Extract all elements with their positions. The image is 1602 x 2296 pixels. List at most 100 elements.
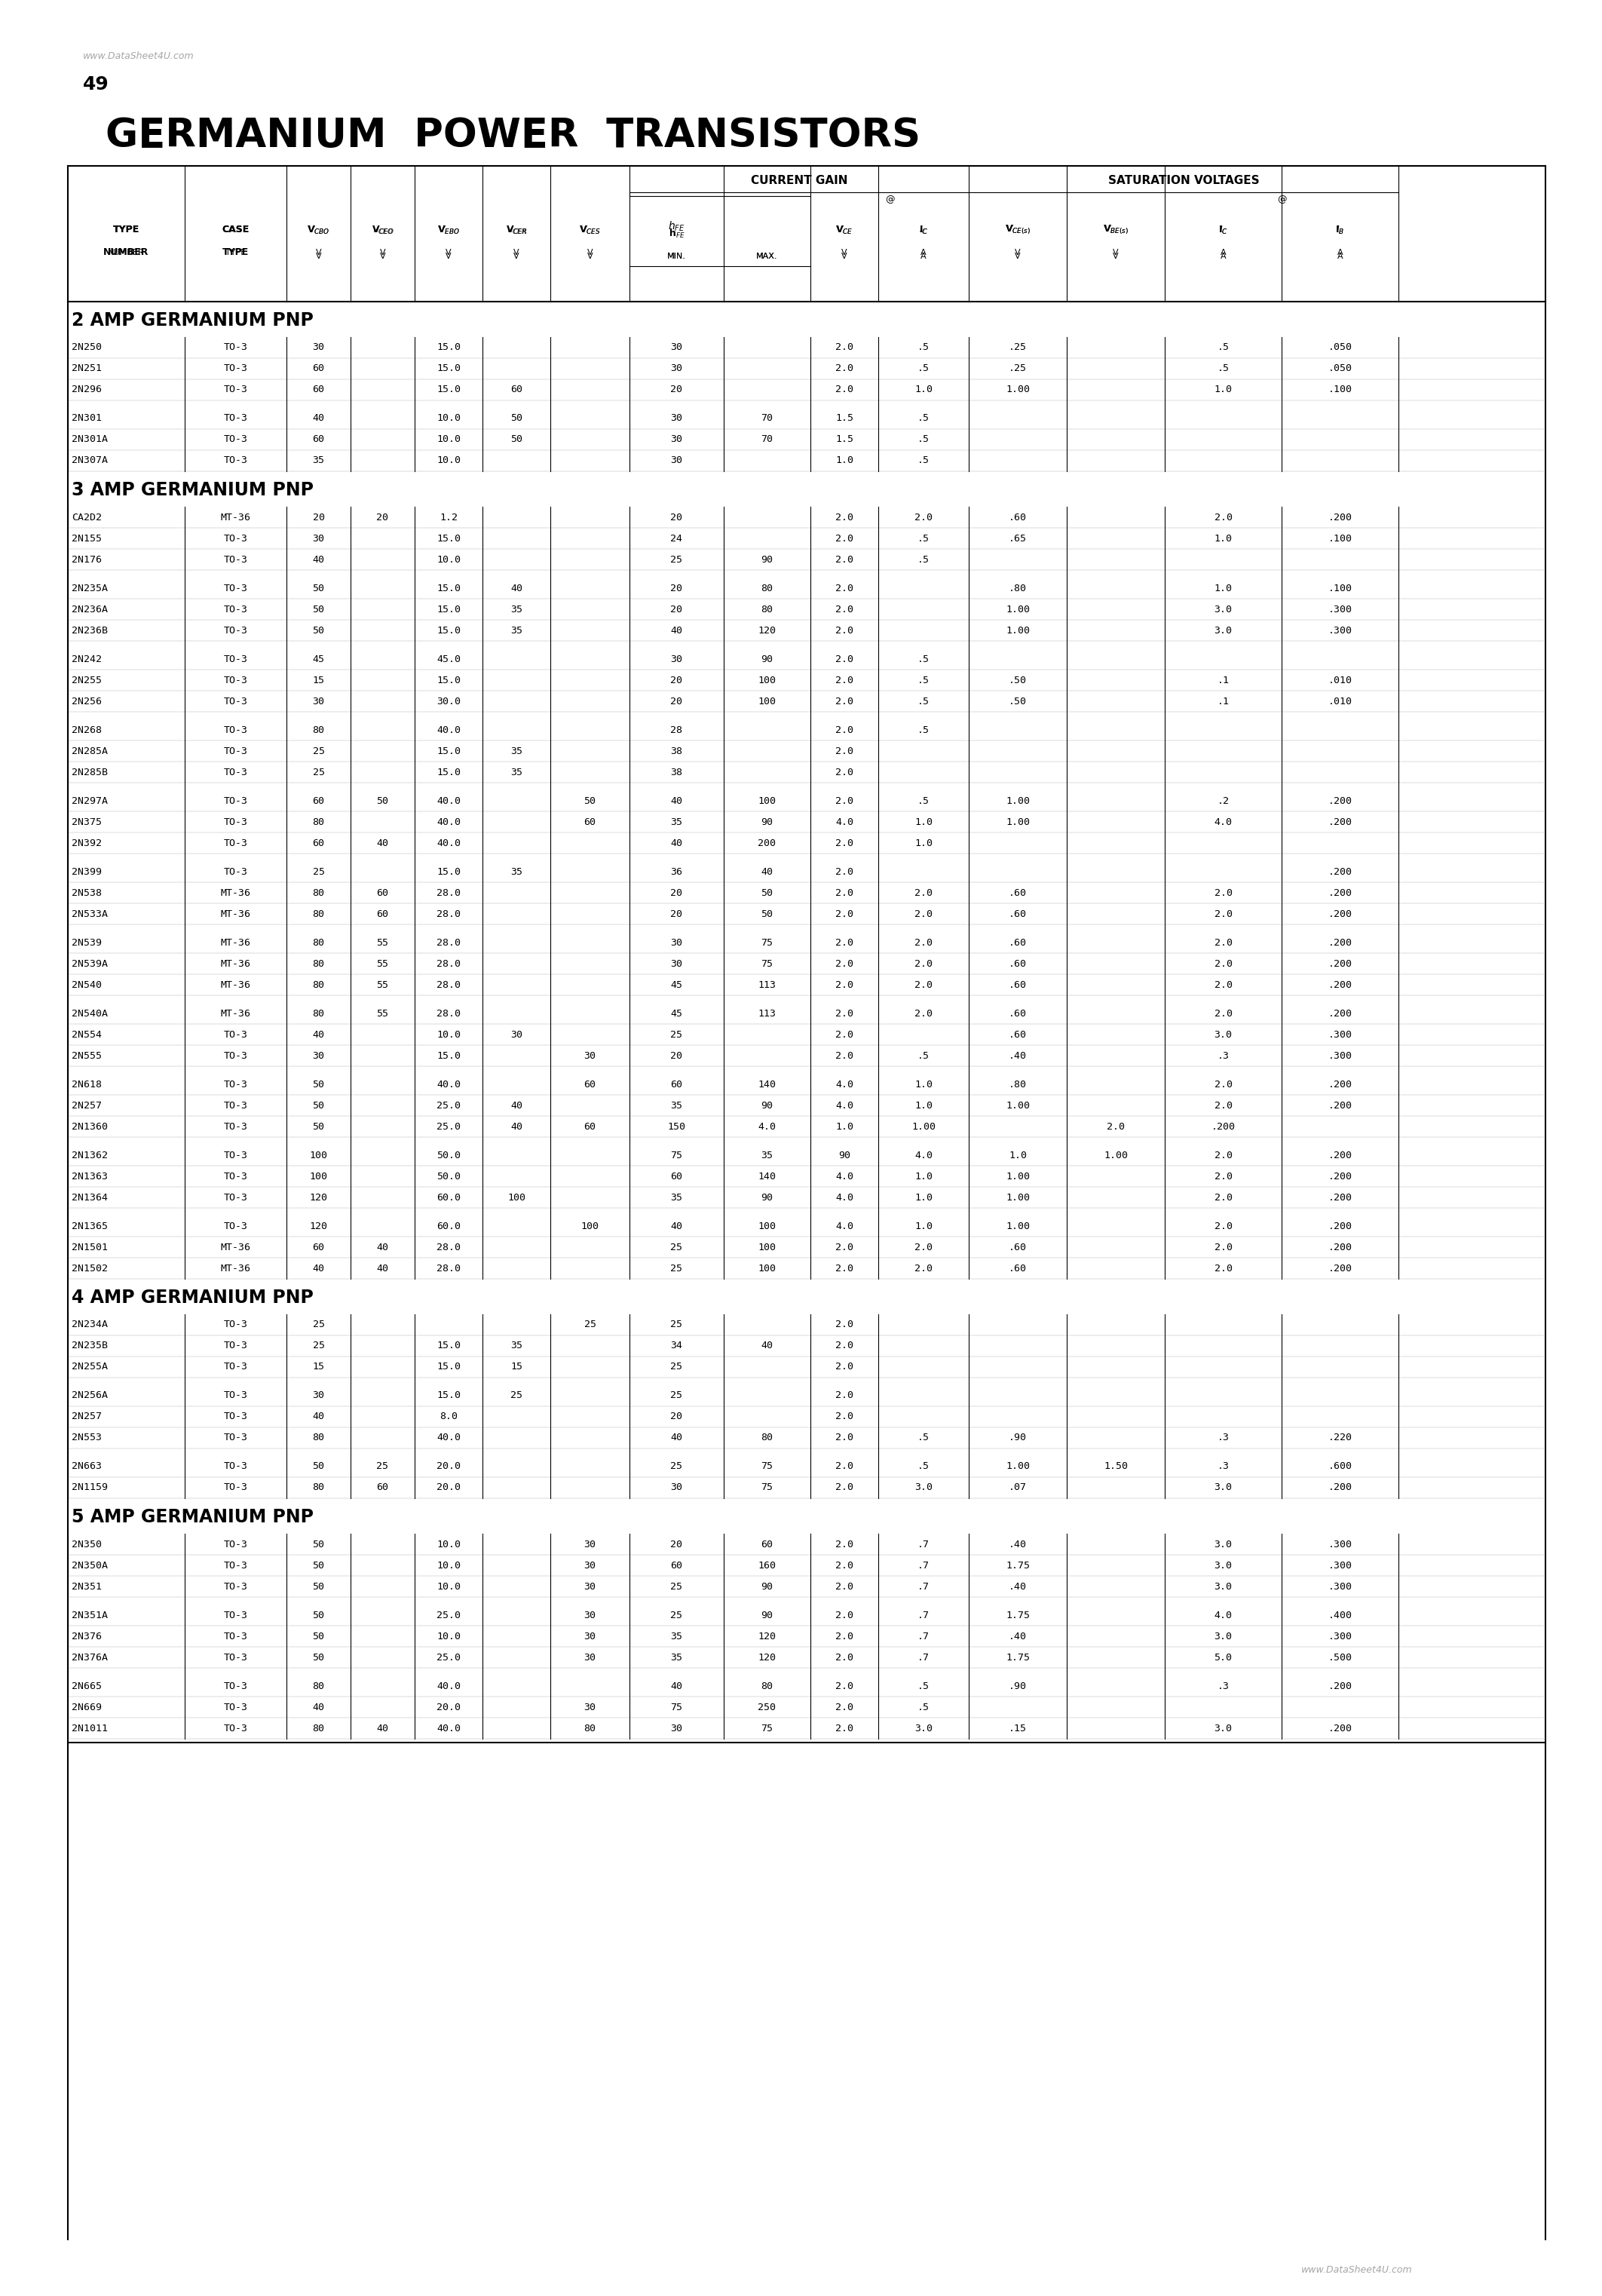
Text: 113: 113 — [758, 1008, 775, 1019]
Text: $V_{EBO}$: $V_{EBO}$ — [437, 225, 460, 236]
Text: 60: 60 — [312, 434, 325, 445]
Text: 2.0: 2.0 — [835, 654, 854, 664]
Text: 2.0: 2.0 — [835, 838, 854, 847]
Text: .60: .60 — [1009, 909, 1027, 918]
Text: 15.0: 15.0 — [436, 625, 461, 636]
Text: .200: .200 — [1328, 1221, 1352, 1231]
Text: 15.0: 15.0 — [436, 868, 461, 877]
Text: 1.75: 1.75 — [1006, 1653, 1030, 1662]
Text: .50: .50 — [1009, 696, 1027, 707]
Text: 2.0: 2.0 — [1214, 889, 1232, 898]
Text: 2.0: 2.0 — [835, 1483, 854, 1492]
Text: TO-3: TO-3 — [224, 696, 248, 707]
Text: 2.0: 2.0 — [835, 868, 854, 877]
Text: 2N399: 2N399 — [72, 868, 103, 877]
Text: .200: .200 — [1328, 960, 1352, 969]
Text: 1.00: 1.00 — [1006, 625, 1030, 636]
Text: 40: 40 — [312, 413, 325, 422]
Text: V: V — [841, 253, 847, 259]
Text: 113: 113 — [758, 980, 775, 990]
Text: 2.0: 2.0 — [835, 767, 854, 776]
Text: 200: 200 — [758, 838, 775, 847]
Text: 15.0: 15.0 — [436, 386, 461, 395]
Text: V: V — [514, 248, 519, 257]
Text: 2.0: 2.0 — [835, 363, 854, 374]
Text: 2N235B: 2N235B — [72, 1341, 107, 1350]
Text: .300: .300 — [1328, 1029, 1352, 1040]
Text: 25.0: 25.0 — [436, 1609, 461, 1621]
Text: 1.75: 1.75 — [1006, 1609, 1030, 1621]
Text: 120: 120 — [758, 1653, 775, 1662]
Text: 80: 80 — [761, 1433, 774, 1442]
Text: 60: 60 — [312, 838, 325, 847]
Text: 35: 35 — [511, 625, 522, 636]
Text: 4.0: 4.0 — [1214, 817, 1232, 827]
Text: 2N285A: 2N285A — [72, 746, 107, 755]
Text: .5: .5 — [918, 726, 929, 735]
Text: 2N155: 2N155 — [72, 533, 103, 544]
Text: 2.0: 2.0 — [835, 583, 854, 592]
Text: 50: 50 — [312, 1100, 325, 1111]
Text: .60: .60 — [1009, 937, 1027, 948]
Text: .5: .5 — [918, 1681, 929, 1690]
Text: .200: .200 — [1328, 1192, 1352, 1203]
Text: 35: 35 — [511, 767, 522, 776]
Text: 15.0: 15.0 — [436, 1052, 461, 1061]
Text: .7: .7 — [918, 1653, 929, 1662]
Text: 2N256A: 2N256A — [72, 1391, 107, 1401]
Text: 60: 60 — [312, 1242, 325, 1251]
Text: TO-3: TO-3 — [224, 413, 248, 422]
Text: TO-3: TO-3 — [224, 1538, 248, 1550]
Text: 160: 160 — [758, 1561, 775, 1570]
Text: 49: 49 — [83, 76, 109, 94]
Text: 50: 50 — [312, 1463, 325, 1472]
Text: 2N285B: 2N285B — [72, 767, 107, 776]
Text: 30: 30 — [671, 654, 682, 664]
Text: 2.0: 2.0 — [1214, 1150, 1232, 1159]
Text: .5: .5 — [918, 1052, 929, 1061]
Text: 100: 100 — [758, 1263, 775, 1274]
Text: 120: 120 — [758, 625, 775, 636]
Text: $V_{CE}$: $V_{CE}$ — [836, 225, 852, 236]
Text: $V_{CE(s)}$: $V_{CE(s)}$ — [1006, 223, 1030, 236]
Text: 20: 20 — [671, 1052, 682, 1061]
Text: 25: 25 — [671, 1263, 682, 1274]
Text: .200: .200 — [1328, 1100, 1352, 1111]
Text: 1.00: 1.00 — [1006, 1100, 1030, 1111]
Text: 40: 40 — [671, 1681, 682, 1690]
Text: 60: 60 — [583, 1123, 596, 1132]
Text: TO-3: TO-3 — [224, 1100, 248, 1111]
Text: .3: .3 — [1218, 1433, 1229, 1442]
Text: 2N296: 2N296 — [72, 386, 103, 395]
Text: 25: 25 — [312, 868, 325, 877]
Text: .050: .050 — [1328, 342, 1352, 354]
Text: 2.0: 2.0 — [835, 675, 854, 684]
Text: 25: 25 — [671, 1463, 682, 1472]
Text: 2.0: 2.0 — [835, 1701, 854, 1713]
Text: 3.0: 3.0 — [1214, 1632, 1232, 1642]
Text: 25: 25 — [671, 1320, 682, 1329]
Text: 1.0: 1.0 — [915, 1171, 932, 1180]
Text: 30: 30 — [583, 1701, 596, 1713]
Text: 30: 30 — [312, 1052, 325, 1061]
Text: $V_{CES}$: $V_{CES}$ — [580, 225, 601, 236]
Text: 1.0: 1.0 — [835, 1123, 854, 1132]
Text: MT-36: MT-36 — [221, 1263, 250, 1274]
Text: .200: .200 — [1328, 889, 1352, 898]
Text: TO-3: TO-3 — [224, 1463, 248, 1472]
Text: 50: 50 — [312, 625, 325, 636]
Text: 40: 40 — [312, 556, 325, 565]
Text: 2.0: 2.0 — [835, 1391, 854, 1401]
Text: 50: 50 — [583, 797, 596, 806]
Text: 2.0: 2.0 — [1214, 937, 1232, 948]
Text: TO-3: TO-3 — [224, 1341, 248, 1350]
Text: $V_{CER}$: $V_{CER}$ — [506, 225, 527, 236]
Text: .300: .300 — [1328, 1052, 1352, 1061]
Text: 1.00: 1.00 — [1006, 386, 1030, 395]
Text: 2.0: 2.0 — [915, 909, 932, 918]
Text: 60: 60 — [583, 1079, 596, 1088]
Text: .60: .60 — [1009, 960, 1027, 969]
Text: 3.0: 3.0 — [1214, 1483, 1232, 1492]
Text: 60.0: 60.0 — [436, 1221, 461, 1231]
Text: 40: 40 — [671, 1221, 682, 1231]
